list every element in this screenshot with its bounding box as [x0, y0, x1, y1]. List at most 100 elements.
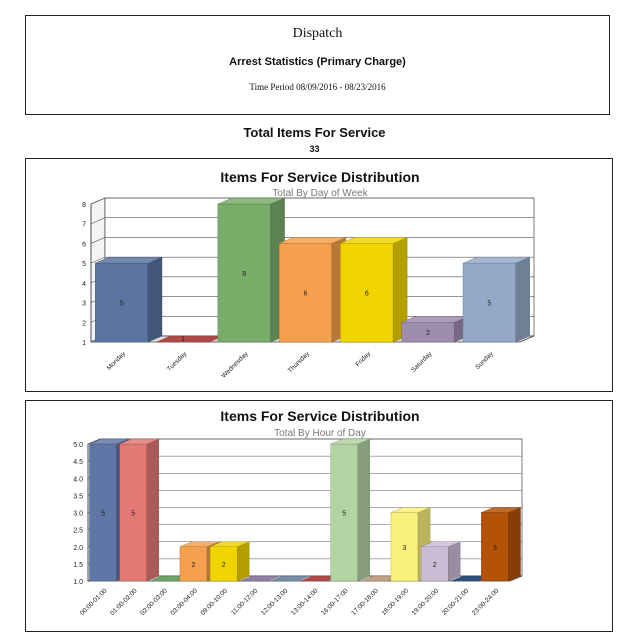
y-tick-label: 1 [82, 340, 86, 347]
y-tick-label: 5 [82, 261, 86, 268]
bar-front [119, 443, 147, 582]
report-time-period: Time Period 08/09/2016 - 08/23/2016 [249, 82, 386, 92]
data-label: 5 [101, 511, 105, 518]
x-tick-label: Monday [106, 350, 128, 372]
x-tick-label: 19:00-20:00 [411, 587, 441, 617]
data-label: 6 [304, 291, 308, 298]
bar-top [119, 438, 159, 445]
hour-of-day-chart: Items For Service Distribution Total By H… [73, 408, 523, 617]
total-items-value: 33 [309, 144, 320, 154]
x-tick-label: Saturday [410, 350, 434, 374]
bar-front [340, 243, 394, 343]
x-tick-label: Friday [354, 350, 372, 368]
y-tick-label: 5.0 [73, 442, 83, 449]
data-label: 6 [365, 291, 369, 298]
bar-side [237, 541, 250, 582]
bar-top [217, 197, 285, 205]
bar-5 [401, 315, 469, 343]
bar-top [390, 507, 431, 513]
x-tick-label: Sunday [474, 350, 495, 371]
chart-title: Items For Service Distribution [220, 169, 419, 185]
hour-of-day-chart-panel: Items For Service Distribution Total By H… [25, 400, 613, 632]
bar-side [147, 256, 163, 343]
gridline [87, 438, 522, 445]
bar-front [462, 262, 516, 343]
bar-side [357, 438, 370, 582]
y-tick-label: 3 [82, 301, 86, 308]
x-tick-label: 12:00-13:00 [260, 587, 290, 617]
bar-front [390, 512, 419, 582]
total-items-label: Total Items For Service [243, 125, 386, 140]
data-label: 1 [181, 336, 185, 343]
gridline [90, 197, 534, 205]
bar-6 [462, 256, 530, 343]
bar-8 [330, 438, 370, 582]
x-tick-label: 16:00-17:00 [320, 587, 350, 617]
bar-front [179, 546, 208, 582]
chart-title: Items For Service Distribution [220, 408, 419, 424]
bar-top [210, 541, 250, 547]
data-label: 2 [192, 562, 196, 569]
x-tick-label: 17:00-18:00 [350, 587, 380, 617]
bar-6 [270, 575, 310, 582]
chart-subtitle: Total By Day of Week [272, 188, 368, 199]
bar-0 [95, 256, 163, 343]
bar-4 [340, 237, 408, 343]
bar-top [179, 541, 220, 547]
bar-flat [240, 575, 280, 582]
report-header: Dispatch Arrest Statistics (Primary Char… [25, 15, 610, 115]
data-label: 3 [403, 545, 407, 552]
bar-flat [270, 575, 310, 582]
x-tick-label: 01:00-02:00 [109, 587, 139, 617]
y-tick-label: 4 [82, 281, 86, 288]
data-label: 5 [131, 511, 135, 518]
x-tick-label: Tuesday [166, 350, 189, 373]
data-label: 2 [222, 562, 226, 569]
bar-side [508, 507, 521, 582]
y-tick-label: 1.0 [73, 579, 83, 586]
y-tick-label: 8 [82, 202, 86, 209]
x-tick-label: 02:00-03:00 [139, 587, 169, 617]
report-department: Dispatch [292, 26, 343, 41]
day-of-week-chart: Items For Service Distribution Total By D… [82, 169, 535, 380]
x-tick-label: 03:00-04:00 [169, 587, 199, 617]
y-tick-label: 1.5 [73, 562, 83, 569]
y-tick-label: 3.5 [73, 493, 83, 500]
data-label: 2 [433, 562, 437, 569]
y-tick-label: 7 [82, 222, 86, 229]
x-tick-label: 23:00-24:00 [471, 587, 501, 617]
bar-front [278, 243, 333, 343]
data-label: 8 [242, 271, 246, 278]
bar-front [95, 262, 149, 343]
bar-side [515, 256, 530, 343]
bar-front [209, 546, 238, 582]
bar-top [462, 256, 530, 264]
bar-top [481, 507, 521, 513]
bar-5 [240, 575, 280, 582]
data-label: 5 [120, 301, 124, 308]
bar-11 [420, 541, 461, 582]
bar-front [420, 546, 449, 582]
y-tick-label: 4.0 [73, 476, 83, 483]
bar-top [421, 541, 461, 547]
y-tick-label: 2.0 [73, 545, 83, 552]
x-tick-label: 18:00-19:00 [380, 587, 410, 617]
bar-4 [209, 541, 250, 582]
y-tick-label: 2 [82, 320, 86, 327]
bar-front [217, 203, 271, 343]
bar-top [95, 256, 163, 264]
bar-side [448, 541, 461, 582]
x-tick-label: 20:00-21:00 [441, 587, 471, 617]
x-tick-label: 13:00-14:00 [290, 587, 320, 617]
y-tick-label: 3.0 [73, 511, 83, 518]
x-tick-label: Thursday [287, 350, 312, 375]
bar-top [340, 237, 408, 244]
bar-top [279, 237, 346, 244]
bar-side [146, 438, 159, 582]
bar-2 [217, 197, 285, 343]
day-of-week-chart-panel: Items For Service Distribution Total By D… [25, 158, 613, 392]
bar-top [89, 438, 129, 445]
data-label: 2 [426, 330, 430, 337]
bar-front [89, 443, 117, 582]
bar-front [330, 443, 358, 582]
